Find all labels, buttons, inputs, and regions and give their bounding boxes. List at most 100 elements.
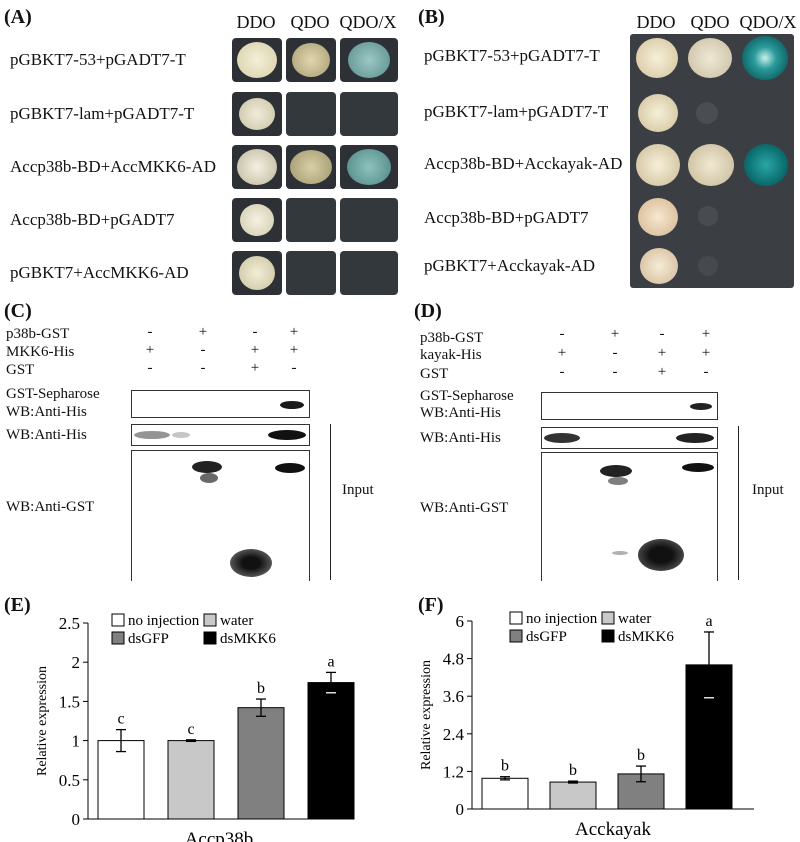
legend-swatch bbox=[203, 613, 217, 627]
sign: - bbox=[200, 360, 206, 376]
condition-label: GST bbox=[6, 362, 35, 378]
condition-label: p38b-GST bbox=[420, 330, 484, 346]
blot-label: WB:Anti-His bbox=[6, 404, 87, 420]
yeast-plate-tile bbox=[340, 145, 398, 189]
blot-label: WB:Anti-His bbox=[6, 427, 87, 443]
condition-label: kayak-His bbox=[420, 347, 482, 363]
y-tick-label: 0 bbox=[456, 800, 465, 819]
col-ddo: DDO bbox=[636, 12, 676, 32]
yeast-plate-tile bbox=[232, 198, 282, 242]
yeast-plate-tile bbox=[232, 92, 282, 136]
bar-chart-e: 0 0.5 1 1.5 2 2.5 Relative expression Accp38b c c… bbox=[35, 613, 355, 842]
sign: - bbox=[147, 324, 153, 340]
sign: + bbox=[657, 364, 667, 380]
legend-label: no injection bbox=[128, 613, 200, 629]
yeast-plate-tile bbox=[232, 145, 282, 189]
x-axis-label: Accp38b bbox=[185, 829, 254, 842]
sign: - bbox=[147, 360, 153, 376]
panel-e-label: (E) bbox=[4, 594, 31, 616]
legend-label: water bbox=[220, 613, 253, 629]
row-label: pGBKT7+Acckayak-AD bbox=[424, 256, 596, 275]
col-ddo: DDO bbox=[236, 12, 276, 32]
sign: - bbox=[612, 364, 618, 380]
yeast-plate-tile bbox=[232, 251, 282, 295]
y-tick-label: 2 bbox=[72, 653, 81, 672]
significance-letter: b bbox=[257, 680, 265, 697]
sign: + bbox=[289, 342, 299, 358]
panel-c-label: (C) bbox=[4, 300, 32, 322]
bar bbox=[307, 682, 355, 820]
legend-swatch bbox=[111, 631, 125, 645]
y-tick-label: 3.6 bbox=[443, 687, 464, 706]
sign: + bbox=[701, 326, 711, 342]
blot-label: WB:Anti-His bbox=[420, 405, 501, 421]
col-qdox: QDO/X bbox=[339, 12, 397, 32]
y-tick-label: 2.5 bbox=[59, 614, 80, 633]
row-label: Accp38b-BD+pGADT7 bbox=[10, 210, 175, 229]
row-label: pGBKT7-53+pGADT7-T bbox=[424, 46, 600, 65]
significance-letter: a bbox=[327, 653, 334, 670]
significance-letter: b bbox=[637, 747, 645, 764]
sign: - bbox=[559, 326, 565, 342]
legend-swatch bbox=[509, 611, 523, 625]
sign: + bbox=[250, 360, 260, 376]
input-bracket bbox=[330, 424, 331, 580]
yeast-plate-tile bbox=[286, 145, 336, 189]
sign: - bbox=[559, 364, 565, 380]
blot-label: WB:Anti-GST bbox=[6, 499, 95, 515]
blot-label: WB:Anti-His bbox=[420, 430, 501, 446]
blot-label: GST-Sepharose bbox=[420, 388, 514, 404]
input-label: Input bbox=[752, 482, 784, 498]
y-tick-label: 1 bbox=[72, 732, 81, 751]
blot-label: GST-Sepharose bbox=[6, 386, 100, 402]
legend-swatch bbox=[203, 631, 217, 645]
yeast-plate-tile bbox=[286, 198, 336, 242]
x-axis-label: Acckayak bbox=[575, 819, 651, 840]
yeast-plate-tile bbox=[286, 38, 336, 82]
bar bbox=[237, 707, 285, 820]
pulldown-blot bbox=[541, 392, 718, 420]
his-input-blot bbox=[541, 427, 718, 449]
legend-swatch bbox=[601, 629, 615, 643]
yeast-plate-tile bbox=[232, 38, 282, 82]
sign: + bbox=[250, 342, 260, 358]
sign: + bbox=[198, 324, 208, 340]
sign: + bbox=[701, 345, 711, 361]
sign: - bbox=[659, 326, 665, 342]
condition-label: MKK6-His bbox=[6, 344, 75, 360]
significance-letter: c bbox=[117, 711, 124, 728]
legend-label: dsMKK6 bbox=[618, 629, 674, 645]
yeast-plate-tile bbox=[340, 198, 398, 242]
gst-input-blot bbox=[131, 450, 310, 581]
panel-b-label: (B) bbox=[418, 6, 445, 28]
y-tick-label: 0 bbox=[72, 810, 81, 829]
yeast-plate-panel bbox=[630, 34, 794, 288]
bar bbox=[481, 777, 529, 810]
y-tick-label: 0.5 bbox=[59, 771, 80, 790]
y-axis-label: Relative expression bbox=[419, 660, 434, 770]
yeast-plate-tile bbox=[340, 92, 398, 136]
row-label: pGBKT7+AccMKK6-AD bbox=[10, 263, 189, 282]
sign: + bbox=[610, 326, 620, 342]
row-label: Accp38b-BD+Acckayak-AD bbox=[424, 154, 623, 173]
legend-label: water bbox=[618, 611, 651, 627]
significance-letter: a bbox=[705, 613, 712, 630]
input-label: Input bbox=[342, 482, 374, 498]
sign: + bbox=[557, 345, 567, 361]
pulldown-blot bbox=[131, 390, 310, 418]
bar bbox=[97, 740, 145, 820]
yeast-plate-tile bbox=[286, 92, 336, 136]
col-qdox: QDO/X bbox=[739, 12, 797, 32]
condition-label: p38b-GST bbox=[6, 326, 70, 342]
y-tick-label: 6 bbox=[456, 612, 465, 631]
input-bracket bbox=[738, 426, 739, 580]
y-tick-label: 4.8 bbox=[443, 650, 464, 669]
bar-chart-f: 0 1.2 2.4 3.6 4.8 6 Relative expression Acckaya… bbox=[419, 611, 754, 840]
yeast-plate-tile bbox=[286, 251, 336, 295]
sign: + bbox=[145, 342, 155, 358]
sign: - bbox=[200, 342, 206, 358]
col-qdo: QDO bbox=[290, 12, 330, 32]
his-input-blot bbox=[131, 424, 310, 446]
yeast-plate-tile bbox=[340, 38, 398, 82]
significance-letter: b bbox=[501, 758, 509, 775]
